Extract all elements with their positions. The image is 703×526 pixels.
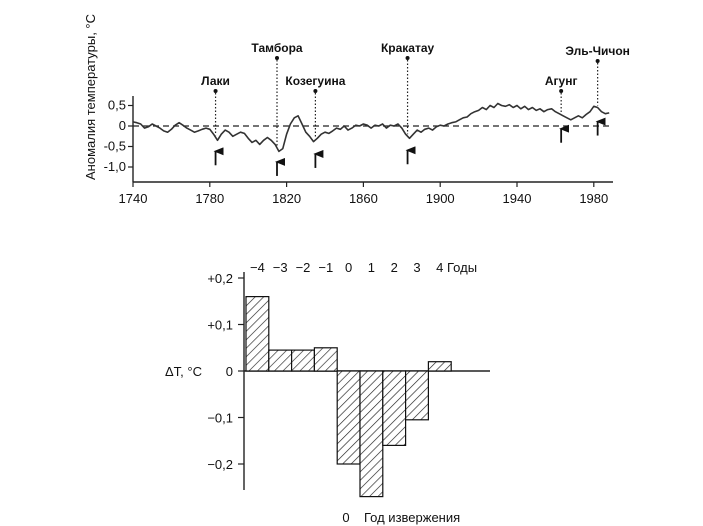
eruption-label: Агунг (545, 74, 578, 88)
bottom-x-axis-title: Год извержения (364, 510, 460, 525)
bars (245, 296, 452, 498)
annotation-dot (313, 89, 318, 93)
bottom-y-tick-label: 0 (226, 364, 233, 379)
bar (245, 296, 270, 372)
category-label: 0 (345, 260, 352, 275)
annotation-dot (213, 89, 218, 93)
bar (427, 361, 452, 372)
eruption-label: Тамбора (251, 41, 302, 55)
category-label: 4 (436, 260, 443, 275)
top-x-tick-label: 1980 (579, 191, 608, 206)
bar (382, 370, 407, 447)
bar (268, 349, 293, 372)
eruption-annotation: Тамбора (251, 41, 303, 176)
eruption-annotation: Кракатау (381, 41, 435, 165)
top-x-ticks: 1740 1780 1820 1860 1900 1940 1980 (119, 182, 608, 206)
bar (291, 349, 316, 372)
bar (405, 370, 430, 421)
category-label: −3 (273, 260, 288, 275)
temperature-anomaly-chart: Аномалия температуры, °C 0,5 0 -0,5 -1,0 17… (83, 14, 630, 206)
annotation-dot (559, 89, 564, 93)
category-label: 3 (413, 260, 420, 275)
temperature-series-line (132, 102, 610, 153)
annotation-dot (275, 56, 279, 60)
top-x-tick-label: 1820 (272, 191, 301, 206)
top-x-tick-label: 1940 (503, 191, 532, 206)
bottom-y-ticks: +0,2 +0,1 0 −0,1 −0,2 (207, 271, 244, 472)
eruption-annotation: Агунг (545, 74, 578, 143)
top-y-tick-label: 0 (119, 118, 126, 133)
top-x-tick-label: 1780 (195, 191, 224, 206)
top-x-tick-label: 1860 (349, 191, 378, 206)
eruption-label: Козегуина (285, 74, 345, 88)
bar (336, 370, 361, 465)
category-label: −1 (318, 260, 333, 275)
eruption-annotations: Лаки Тамбора Козегуина Кракатау Агунг Эль-Чич… (201, 41, 630, 176)
eruption-year-zero-label: 0 (342, 510, 349, 525)
bottom-y-tick-label: +0,2 (207, 271, 233, 286)
eruption-label: Кракатау (381, 41, 435, 55)
bottom-y-tick-label: −0,2 (207, 457, 233, 472)
top-x-tick-label: 1900 (426, 191, 455, 206)
category-labels: −4 −3 −2 −1 0 1 2 3 4 (250, 260, 443, 275)
bottom-y-tick-label: +0,1 (207, 318, 233, 333)
category-label: 1 (368, 260, 375, 275)
top-y-tick-label: -0,5 (104, 139, 126, 154)
category-label: 2 (391, 260, 398, 275)
bar (359, 370, 384, 498)
eruption-response-chart: +0,2 +0,1 0 −0,1 −0,2 ΔT, °C −4 −3 −2 −1 0 1 2 3 4 Г… (165, 260, 490, 525)
eruption-annotation: Эль-Чичон (565, 44, 630, 136)
bottom-y-tick-label: −0,1 (207, 411, 233, 426)
eruption-label: Эль-Чичон (565, 44, 630, 58)
top-y-tick-label: -1,0 (104, 159, 126, 174)
top-y-tick-label: 0,5 (108, 98, 126, 113)
top-y-ticks: 0,5 0 -0,5 -1,0 (104, 98, 133, 174)
annotation-dot (405, 56, 410, 60)
bottom-y-axis-title: ΔT, °C (165, 364, 202, 379)
category-label: −4 (250, 260, 265, 275)
years-unit-label: Годы (447, 260, 477, 275)
eruption-label: Лаки (201, 74, 230, 88)
annotation-dot (595, 59, 600, 63)
eruption-annotation: Козегуина (285, 74, 346, 168)
category-label: −2 (296, 260, 311, 275)
top-x-tick-label: 1740 (119, 191, 148, 206)
bar (313, 347, 338, 372)
eruption-annotation: Лаки (201, 74, 230, 166)
top-y-axis-title: Аномалия температуры, °C (83, 14, 98, 180)
